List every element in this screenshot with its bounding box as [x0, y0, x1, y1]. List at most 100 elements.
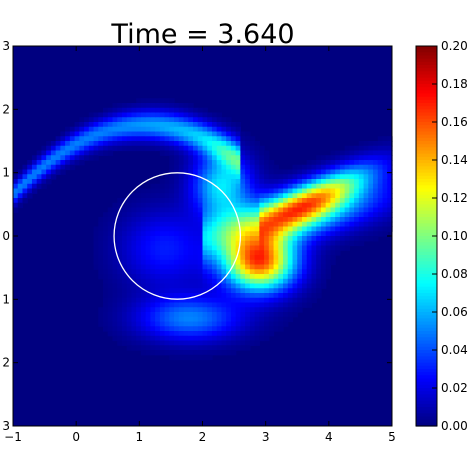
heatmap-cell — [306, 245, 313, 251]
heatmap-cell — [283, 302, 289, 308]
heatmap-cell — [155, 264, 161, 270]
heatmap-cell — [178, 179, 185, 185]
heatmap-cell — [325, 274, 332, 280]
heatmap-cell — [79, 145, 85, 152]
heatmap-cell — [88, 122, 95, 128]
heatmap-cell — [259, 255, 265, 261]
heatmap-cell — [202, 354, 208, 361]
heatmap-cell — [197, 293, 204, 299]
heatmap-cell — [259, 264, 265, 270]
heatmap-cell — [235, 207, 241, 213]
heatmap-cell — [254, 150, 260, 156]
heatmap-cell — [17, 174, 24, 180]
heatmap-cell — [249, 259, 256, 266]
heatmap-cell — [183, 150, 189, 156]
heatmap-cell — [31, 179, 38, 185]
heatmap-cell — [169, 202, 175, 209]
heatmap-cell — [335, 212, 341, 218]
heatmap-cell — [268, 207, 275, 213]
heatmap-cell — [377, 221, 384, 228]
heatmap-cell — [259, 240, 265, 247]
heatmap-cell — [140, 274, 147, 280]
heatmap-cell — [197, 198, 204, 204]
heatmap-cell — [164, 278, 170, 285]
heatmap-cell — [339, 212, 346, 218]
heatmap-cell — [188, 207, 194, 213]
heatmap-cell — [117, 245, 123, 251]
heatmap-cell — [235, 145, 241, 152]
heatmap-cell — [207, 155, 213, 161]
heatmap-cell — [150, 231, 156, 237]
heatmap-cell — [50, 164, 57, 171]
heatmap-cell — [339, 217, 346, 223]
heatmap-cell — [112, 316, 118, 323]
heatmap-cell — [245, 264, 251, 270]
heatmap-cell — [178, 145, 185, 152]
heatmap-cell — [264, 312, 270, 318]
heatmap-cell — [183, 188, 189, 194]
heatmap-cell — [358, 188, 365, 194]
heatmap-cell — [316, 207, 322, 213]
heatmap-cell — [193, 240, 199, 247]
heatmap-cell — [169, 155, 175, 161]
heatmap-cell — [287, 240, 294, 247]
heatmap-cell — [387, 141, 393, 147]
heatmap-cell — [79, 126, 85, 133]
heatmap-cell — [22, 198, 28, 204]
heatmap-cell — [268, 302, 275, 308]
colorbar-cell — [416, 99, 437, 104]
heatmap-cell — [259, 331, 265, 337]
heatmap-cell — [164, 283, 170, 289]
heatmap-cell — [354, 155, 360, 161]
heatmap-cell — [245, 255, 251, 261]
heatmap-cell — [126, 107, 133, 114]
heatmap-cell — [140, 350, 147, 356]
x-tick-label: 3 — [262, 430, 270, 444]
heatmap-cell — [164, 231, 170, 237]
heatmap-cell — [155, 307, 161, 313]
heatmap-cell — [169, 207, 175, 213]
heatmap-cell — [292, 302, 298, 308]
heatmap-cell — [339, 198, 346, 204]
heatmap-cell — [230, 245, 237, 251]
heatmap-cell — [249, 217, 256, 223]
heatmap-cell — [311, 269, 317, 275]
heatmap-cell — [202, 321, 208, 327]
heatmap-cell — [197, 250, 204, 256]
heatmap-cell — [306, 283, 313, 289]
colorbar-cell — [416, 137, 437, 142]
heatmap-cell — [197, 335, 204, 342]
heatmap-cell — [216, 312, 223, 318]
heatmap-cell — [169, 335, 175, 342]
heatmap-cell — [202, 307, 208, 313]
heatmap-cell — [117, 278, 123, 285]
heatmap-cell — [368, 164, 374, 171]
heatmap-cell — [226, 326, 232, 332]
heatmap-cell — [230, 297, 237, 304]
heatmap-cell — [188, 288, 194, 294]
heatmap-cell — [126, 226, 133, 232]
heatmap-cell — [273, 240, 279, 247]
heatmap-cell — [387, 217, 393, 223]
heatmap-cell — [174, 164, 180, 171]
heatmap-cell — [65, 160, 71, 166]
heatmap-cell — [193, 107, 199, 114]
heatmap-cell — [330, 193, 336, 199]
heatmap-cell — [159, 103, 166, 109]
colorbar-cell — [416, 248, 437, 253]
heatmap-cell — [264, 183, 270, 190]
heatmap-cell — [287, 259, 294, 266]
heatmap-cell — [126, 207, 133, 213]
heatmap-cell — [216, 288, 223, 294]
heatmap-cell — [363, 202, 369, 209]
heatmap-cell — [183, 326, 189, 332]
heatmap-cell — [292, 283, 298, 289]
heatmap-cell — [150, 202, 156, 209]
heatmap-cell — [131, 302, 137, 308]
heatmap-cell — [197, 302, 204, 308]
colorbar-cell — [416, 286, 437, 291]
heatmap-cell — [283, 217, 289, 223]
heatmap-cell — [174, 245, 180, 251]
heatmap-cell — [150, 141, 156, 147]
heatmap-cell — [202, 326, 208, 332]
